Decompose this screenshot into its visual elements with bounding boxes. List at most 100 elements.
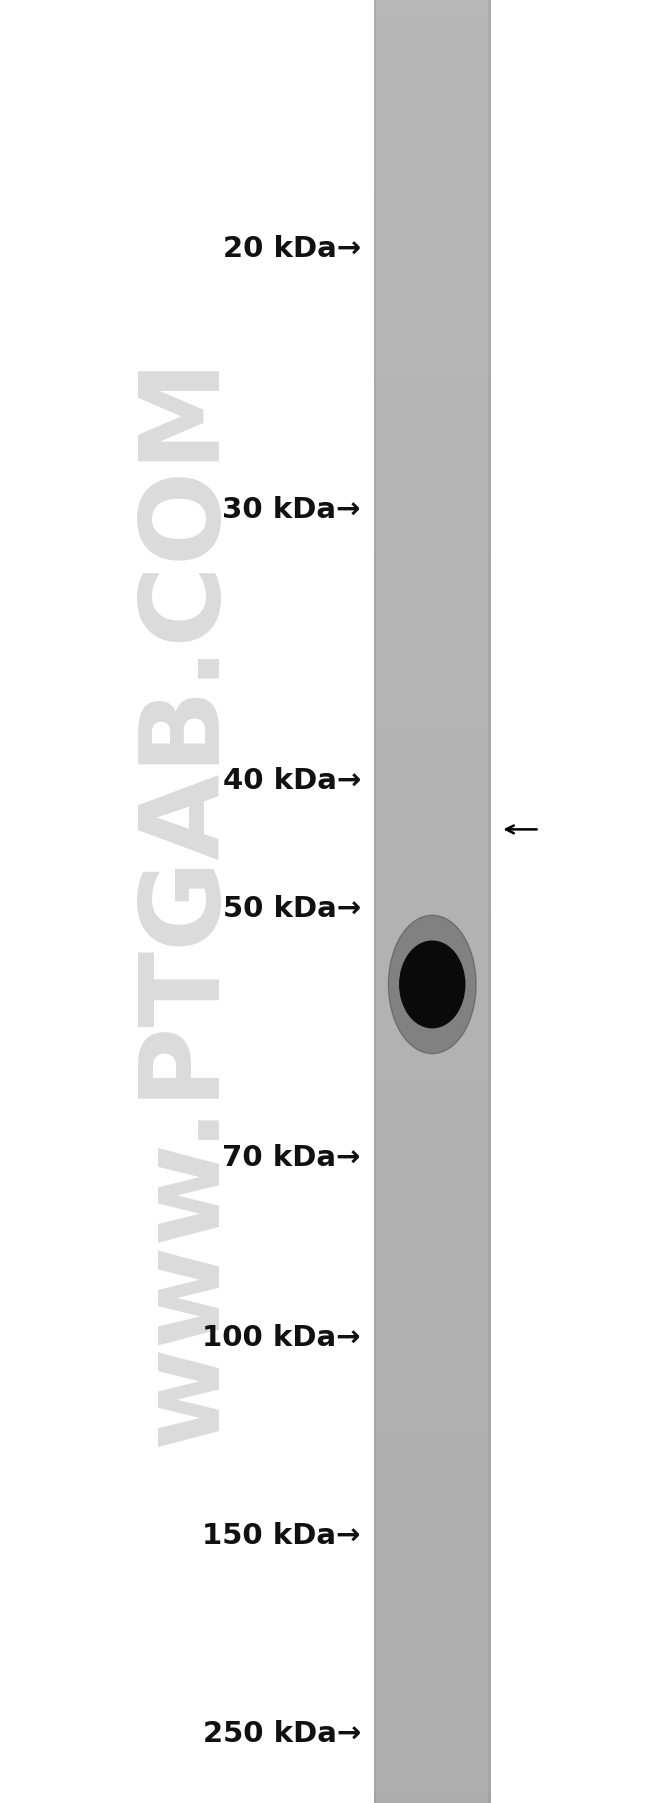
Bar [374,279,491,288]
Bar [374,252,491,261]
Bar [374,1704,491,1713]
Bar [374,496,491,505]
Bar [374,1515,491,1524]
Text: 150 kDa→: 150 kDa→ [202,1522,361,1551]
Bar [374,99,491,108]
Bar [374,126,491,135]
Bar [374,550,491,559]
Bar [374,171,491,180]
Bar [374,442,491,451]
Bar [374,505,491,514]
Bar [374,1641,491,1650]
Bar [374,1632,491,1641]
Bar [374,1226,491,1235]
Bar [374,469,491,478]
Bar [374,1172,491,1181]
Bar [374,1109,491,1118]
Bar [374,685,491,694]
Bar [374,1028,491,1037]
Bar [374,361,491,370]
Bar [374,1695,491,1704]
Bar [374,72,491,81]
Bar [374,1442,491,1451]
Bar [374,1307,491,1316]
Bar [374,18,491,27]
Ellipse shape [389,916,476,1053]
Ellipse shape [400,941,465,1028]
Bar [374,297,491,307]
Bar [374,153,491,162]
Bar [374,667,491,676]
Bar [374,983,491,992]
Bar [374,234,491,243]
Bar [374,784,491,793]
Bar [374,316,491,325]
Bar [374,325,491,334]
Bar [374,1587,491,1596]
Bar [374,288,491,297]
Bar [374,956,491,965]
Bar [374,748,491,757]
Bar [374,631,491,640]
Bar [374,1118,491,1127]
Bar [374,1370,491,1379]
Bar [374,694,491,703]
Bar [374,334,491,343]
Bar [374,1262,491,1271]
Bar [374,1659,491,1668]
Bar [374,1776,491,1785]
Bar [374,523,491,532]
Bar [374,1082,491,1091]
Bar [374,883,491,892]
Bar [374,1343,491,1352]
Bar [374,433,491,442]
Bar [374,1415,491,1424]
Bar [374,415,491,424]
Bar [374,1569,491,1578]
Bar [374,1713,491,1722]
Bar [374,9,491,18]
Bar [374,1496,491,1506]
Bar [374,1451,491,1460]
Bar [374,1686,491,1695]
Bar [374,1271,491,1280]
Bar [374,1506,491,1515]
Bar [374,243,491,252]
Bar [374,1794,491,1803]
Bar [374,1136,491,1145]
Bar [374,757,491,766]
Bar [374,965,491,974]
Bar [374,1596,491,1605]
Bar [374,1091,491,1100]
Bar [374,902,491,911]
Bar [374,712,491,721]
Bar [374,649,491,658]
Text: www.PTGAB.COM: www.PTGAB.COM [132,355,239,1448]
Bar [374,1388,491,1397]
Bar [374,1361,491,1370]
Bar [374,595,491,604]
Bar [374,947,491,956]
Bar [374,1064,491,1073]
Bar [374,838,491,847]
Bar [374,1154,491,1163]
Bar [374,820,491,829]
Bar [374,1433,491,1442]
Bar [374,1460,491,1469]
Bar [374,514,491,523]
Bar [374,370,491,379]
Bar [374,586,491,595]
Bar [374,270,491,279]
Bar [374,1316,491,1325]
Bar [374,532,491,541]
Bar [374,216,491,225]
Bar [374,189,491,198]
Bar [374,568,491,577]
Bar [374,1469,491,1478]
Bar [374,874,491,883]
Bar [374,261,491,270]
Text: 70 kDa→: 70 kDa→ [222,1143,361,1172]
Bar [374,81,491,90]
Bar [374,307,491,316]
Bar [374,1181,491,1190]
